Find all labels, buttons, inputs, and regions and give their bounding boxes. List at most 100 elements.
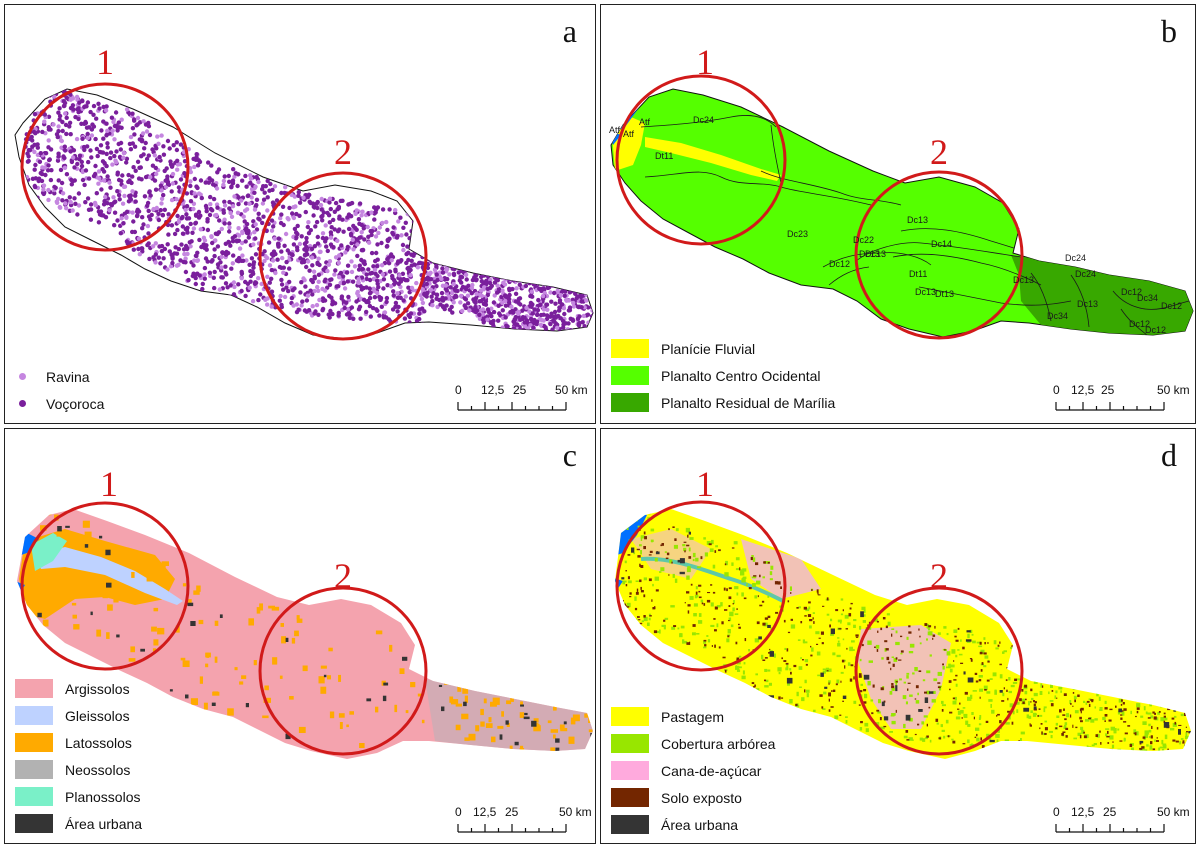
map-texture-mark [643, 594, 646, 598]
map-texture-mark [1059, 725, 1063, 728]
map-texture-mark [196, 585, 201, 592]
map-texture-mark [32, 112, 38, 117]
map-texture-mark [451, 300, 456, 305]
map-texture-mark [909, 694, 913, 697]
map-texture-mark [512, 317, 517, 322]
map-texture-mark [256, 607, 261, 614]
map-texture-mark [99, 128, 104, 133]
circle-label-1: 1 [100, 464, 118, 504]
map-texture-mark [227, 221, 232, 226]
map-texture-mark [1079, 716, 1082, 720]
map-texture-mark [478, 266, 484, 272]
map-texture-mark [752, 583, 756, 587]
map-texture-mark [134, 123, 139, 128]
map-texture-mark [902, 695, 907, 700]
map-texture-mark [1140, 749, 1142, 752]
map-texture-mark [444, 288, 449, 293]
map-texture-mark [372, 289, 377, 294]
map-texture-mark [56, 154, 61, 159]
map-texture-mark [769, 578, 773, 581]
map-texture-mark [408, 311, 414, 316]
map-texture-mark [357, 201, 363, 206]
map-texture-mark [789, 699, 793, 704]
map-texture-mark [304, 235, 309, 241]
map-texture-mark [140, 648, 145, 652]
map-texture-mark [757, 595, 759, 598]
map-texture-mark [61, 103, 67, 109]
map-texture-mark [715, 545, 718, 548]
map-texture-mark [802, 639, 805, 644]
map-texture-mark [957, 627, 960, 630]
map-texture-mark [980, 737, 982, 741]
map-texture-mark [693, 613, 697, 617]
map-texture-mark [963, 671, 966, 675]
map-texture-mark [169, 197, 175, 203]
map-texture-mark [305, 224, 310, 230]
map-texture-mark [1055, 727, 1058, 730]
map-texture-mark [15, 301, 18, 307]
map-texture-mark [327, 220, 332, 225]
map-texture-mark [82, 147, 87, 153]
map-texture-mark [121, 150, 127, 156]
map-texture-mark [692, 632, 696, 636]
map-texture-mark [336, 260, 342, 266]
map-texture-mark [162, 207, 167, 212]
map-texture-mark [143, 140, 148, 146]
map-texture-mark [978, 679, 982, 682]
map-texture-mark [828, 693, 831, 697]
map-texture-mark [742, 568, 747, 572]
map-texture-mark [509, 272, 514, 277]
map-texture-mark [19, 307, 24, 312]
map-texture-mark [195, 258, 201, 263]
map-texture-mark [245, 703, 249, 708]
legend-item-solo-exposto: Solo exposto [611, 784, 775, 811]
map-texture-mark [1107, 730, 1109, 734]
map-texture-mark [832, 689, 836, 692]
map-texture-mark [472, 275, 477, 280]
map-texture-mark [641, 620, 644, 623]
map-texture-mark [366, 234, 371, 239]
map-texture-mark [517, 282, 522, 287]
map-texture-mark [301, 195, 306, 200]
map-texture-mark [302, 308, 308, 313]
map-texture-mark [197, 237, 202, 243]
map-texture-mark [254, 197, 260, 202]
map-texture-mark [90, 611, 93, 616]
map-texture-mark [159, 133, 164, 138]
map-texture-mark [820, 719, 823, 724]
map-texture-mark [208, 194, 213, 200]
map-texture-mark [385, 238, 391, 244]
map-texture-mark [917, 692, 919, 696]
map-texture-mark [466, 256, 471, 261]
map-texture-mark [253, 280, 259, 286]
map-texture-mark [559, 724, 565, 730]
map-texture-mark [191, 226, 197, 231]
map-texture-mark [234, 667, 238, 671]
map-texture-mark [412, 234, 418, 239]
map-texture-mark [121, 221, 126, 226]
legend-label: Ravina [46, 368, 90, 385]
map-texture-mark [253, 236, 258, 241]
map-texture-mark [336, 313, 341, 318]
map-texture-mark [18, 245, 23, 250]
map-texture-mark [884, 640, 888, 643]
map-texture-mark [491, 300, 497, 305]
map-texture-mark [210, 240, 215, 246]
map-texture-mark [201, 242, 206, 247]
map-texture-mark [159, 201, 164, 206]
map-texture-mark [619, 685, 622, 688]
map-texture-mark [406, 268, 412, 273]
map-texture-mark [620, 690, 623, 693]
map-texture-mark [346, 724, 349, 728]
map-texture-mark [380, 207, 386, 212]
map-texture-mark [365, 224, 370, 230]
map-texture-mark [895, 641, 900, 646]
map-texture-mark [116, 634, 120, 638]
map-texture-mark [372, 267, 378, 272]
scale-bar-c: 0 12,5 25 50 km [455, 803, 595, 843]
map-texture-mark [1104, 720, 1106, 722]
map-texture-mark [495, 278, 500, 283]
map-texture-mark [1106, 735, 1110, 738]
map-texture-mark [1124, 732, 1128, 735]
map-texture-mark [1119, 740, 1123, 742]
